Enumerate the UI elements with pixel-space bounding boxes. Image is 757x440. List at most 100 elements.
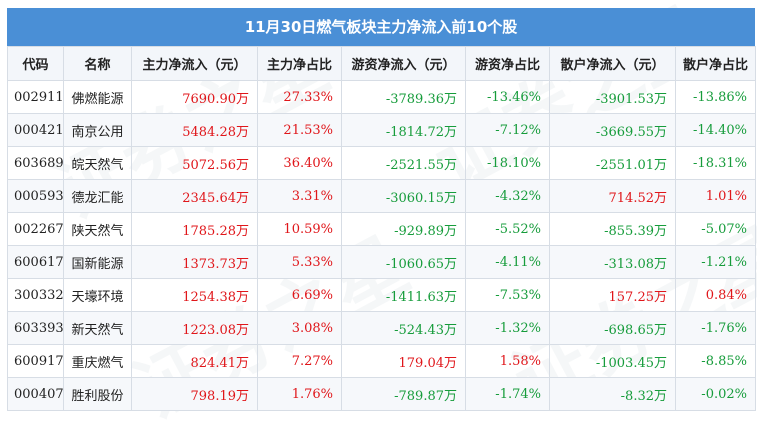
stock-code-cell: 000593 (7, 179, 64, 213)
stock-name-cell: 皖天然气 (63, 146, 132, 180)
retail-inflow-cell: 157.25万 (549, 278, 676, 312)
stock-code-cell: 002267 (7, 212, 64, 246)
column-header-main-ratio: 主力净占比 (257, 46, 342, 81)
retail-ratio-cell: 0.84% (675, 278, 756, 312)
retail-inflow-cell: -855.39万 (549, 212, 676, 246)
hot-money-ratio-cell: -1.32% (465, 311, 550, 345)
retail-inflow-cell: -3901.53万 (549, 80, 676, 114)
retail-ratio-cell: 1.01% (675, 179, 756, 213)
hot-money-ratio-cell: -13.46% (465, 80, 550, 114)
hot-money-inflow-cell: -3060.15万 (341, 179, 466, 213)
retail-ratio-cell: -8.85% (675, 344, 756, 378)
retail-ratio-cell: -1.21% (675, 245, 756, 279)
stock-code-cell: 000407 (7, 377, 64, 411)
retail-inflow-cell: 714.52万 (549, 179, 676, 213)
stock-code-cell: 603689 (7, 146, 64, 180)
data-table: 代码 名称 主力净流入（元） 主力净占比 游资净流入（元） 游资净占比 散户净流… (7, 46, 756, 411)
table-row: 000593 德龙汇能 2345.64万 3.31% -3060.15万 -4.32% 71… (7, 179, 756, 213)
column-header-main-inflow: 主力净流入（元） (131, 46, 258, 81)
stock-code-cell: 600617 (7, 245, 64, 279)
main-inflow-cell: 5072.56万 (131, 146, 258, 180)
retail-ratio-cell: -0.02% (675, 377, 756, 411)
hot-money-inflow-cell: -2521.55万 (341, 146, 466, 180)
stock-code-cell: 002911 (7, 80, 64, 114)
hot-money-ratio-cell: -7.53% (465, 278, 550, 312)
hot-money-inflow-cell: -929.89万 (341, 212, 466, 246)
main-inflow-cell: 824.41万 (131, 344, 258, 378)
main-inflow-cell: 798.19万 (131, 377, 258, 411)
main-inflow-cell: 1373.73万 (131, 245, 258, 279)
column-header-code: 代码 (7, 46, 64, 81)
retail-inflow-cell: -3669.55万 (549, 113, 676, 147)
table-row: 000407 胜利股份 798.19万 1.76% -789.87万 -1.74% -8.3… (7, 377, 756, 411)
stock-code-cell: 300332 (7, 278, 64, 312)
table-title: 11月30日燃气板块主力净流入前10个股 (7, 8, 755, 46)
table-row: 300332 天壕环境 1254.38万 6.69% -1411.63万 -7.53% 15… (7, 278, 756, 312)
main-inflow-cell: 1223.08万 (131, 311, 258, 345)
retail-inflow-cell: -698.65万 (549, 311, 676, 345)
stock-name-cell: 佛燃能源 (63, 80, 132, 114)
table-row: 000421 南京公用 5484.28万 21.53% -1814.72万 -7.12% -… (7, 113, 756, 147)
hot-money-inflow-cell: -789.87万 (341, 377, 466, 411)
stock-name-cell: 新天然气 (63, 311, 132, 345)
hot-money-inflow-cell: 179.04万 (341, 344, 466, 378)
main-ratio-cell: 5.33% (257, 245, 342, 279)
main-inflow-cell: 5484.28万 (131, 113, 258, 147)
retail-inflow-cell: -2551.01万 (549, 146, 676, 180)
main-inflow-cell: 7690.90万 (131, 80, 258, 114)
stock-code-cell: 000421 (7, 113, 64, 147)
hot-money-ratio-cell: -7.12% (465, 113, 550, 147)
main-ratio-cell: 27.33% (257, 80, 342, 114)
table-row: 002267 陕天然气 1785.28万 10.59% -929.89万 -5.52% -8… (7, 212, 756, 246)
stock-name-cell: 德龙汇能 (63, 179, 132, 213)
main-ratio-cell: 6.69% (257, 278, 342, 312)
hot-money-inflow-cell: -524.43万 (341, 311, 466, 345)
stock-name-cell: 重庆燃气 (63, 344, 132, 378)
main-ratio-cell: 7.27% (257, 344, 342, 378)
header-row: 代码 名称 主力净流入（元） 主力净占比 游资净流入（元） 游资净占比 散户净流… (7, 46, 756, 81)
retail-inflow-cell: -1003.45万 (549, 344, 676, 378)
retail-ratio-cell: -5.07% (675, 212, 756, 246)
column-header-retail-inflow: 散户净流入（元） (549, 46, 676, 81)
hot-money-ratio-cell: -4.11% (465, 245, 550, 279)
stock-name-cell: 国新能源 (63, 245, 132, 279)
column-header-hot-inflow: 游资净流入（元） (341, 46, 466, 81)
retail-ratio-cell: -18.31% (675, 146, 756, 180)
retail-ratio-cell: -13.86% (675, 80, 756, 114)
hot-money-ratio-cell: 1.58% (465, 344, 550, 378)
hot-money-inflow-cell: -3789.36万 (341, 80, 466, 114)
main-inflow-cell: 1254.38万 (131, 278, 258, 312)
main-ratio-cell: 3.08% (257, 311, 342, 345)
main-ratio-cell: 21.53% (257, 113, 342, 147)
hot-money-inflow-cell: -1814.72万 (341, 113, 466, 147)
column-header-retail-ratio: 散户净占比 (675, 46, 756, 81)
hot-money-inflow-cell: -1411.63万 (341, 278, 466, 312)
hot-money-inflow-cell: -1060.65万 (341, 245, 466, 279)
stock-name-cell: 胜利股份 (63, 377, 132, 411)
hot-money-ratio-cell: -1.74% (465, 377, 550, 411)
main-ratio-cell: 36.40% (257, 146, 342, 180)
stock-name-cell: 天壕环境 (63, 278, 132, 312)
table-row: 600917 重庆燃气 824.41万 7.27% 179.04万 1.58% -1003.… (7, 344, 756, 378)
table-row: 600617 国新能源 1373.73万 5.33% -1060.65万 -4.11% -3… (7, 245, 756, 279)
stock-code-cell: 600917 (7, 344, 64, 378)
table-row: 603689 皖天然气 5072.56万 36.40% -2521.55万 -18.10%… (7, 146, 756, 180)
hot-money-ratio-cell: -18.10% (465, 146, 550, 180)
retail-ratio-cell: -14.40% (675, 113, 756, 147)
retail-inflow-cell: -313.08万 (549, 245, 676, 279)
stock-name-cell: 陕天然气 (63, 212, 132, 246)
main-ratio-cell: 1.76% (257, 377, 342, 411)
hot-money-ratio-cell: -5.52% (465, 212, 550, 246)
table-card: 11月30日燃气板块主力净流入前10个股 代码 名称 主力净流入（元） 主力净占… (7, 8, 756, 411)
retail-ratio-cell: -1.76% (675, 311, 756, 345)
hot-money-ratio-cell: -4.32% (465, 179, 550, 213)
main-ratio-cell: 3.31% (257, 179, 342, 213)
stock-name-cell: 南京公用 (63, 113, 132, 147)
table-row: 603393 新天然气 1223.08万 3.08% -524.43万 -1.32% -69… (7, 311, 756, 345)
main-ratio-cell: 10.59% (257, 212, 342, 246)
stock-code-cell: 603393 (7, 311, 64, 345)
main-inflow-cell: 1785.28万 (131, 212, 258, 246)
column-header-hot-ratio: 游资净占比 (465, 46, 550, 81)
table-row: 002911 佛燃能源 7690.90万 27.33% -3789.36万 -13.46%… (7, 80, 756, 114)
main-inflow-cell: 2345.64万 (131, 179, 258, 213)
